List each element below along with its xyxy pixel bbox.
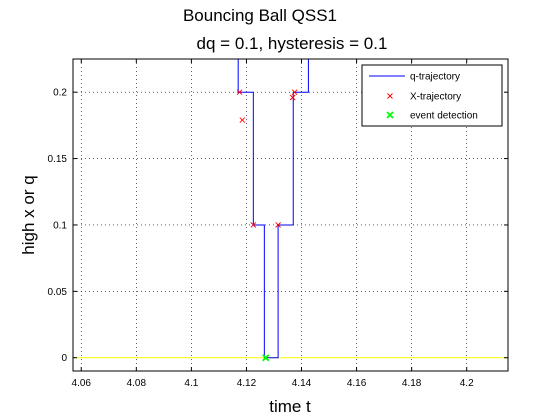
legend: q-trajectory X-trajectory event detection [362,65,502,126]
x-tick-label: 4.08 [127,378,147,389]
y-axis-label: high x or q [19,175,38,254]
legend-label: X-trajectory [410,92,461,103]
x-tick-label: 4.16 [347,378,367,389]
x-tick-label: 4.12 [237,378,257,389]
x-tick-label: 4.18 [402,378,422,389]
chart-title: Bouncing Ball QSS1 [183,6,337,25]
y-tick-label: 0.05 [48,287,68,298]
x-tick-label: 4.06 [72,378,92,389]
y-tick-label: 0.1 [53,220,67,231]
x-tick-label: 4.14 [292,378,312,389]
y-tick-label: 0.15 [48,154,68,165]
x-tick-label: 4.1 [184,378,198,389]
x-axis-label: time t [269,397,311,416]
legend-label: event detection [410,111,478,122]
x-tick-label: 4.2 [460,378,474,389]
y-tick-label: 0.2 [53,88,67,99]
y-tick-label: 0 [61,353,67,364]
chart-subtitle: dq = 0.1, hysteresis = 0.1 [197,34,388,53]
legend-label: q-trajectory [410,72,460,83]
